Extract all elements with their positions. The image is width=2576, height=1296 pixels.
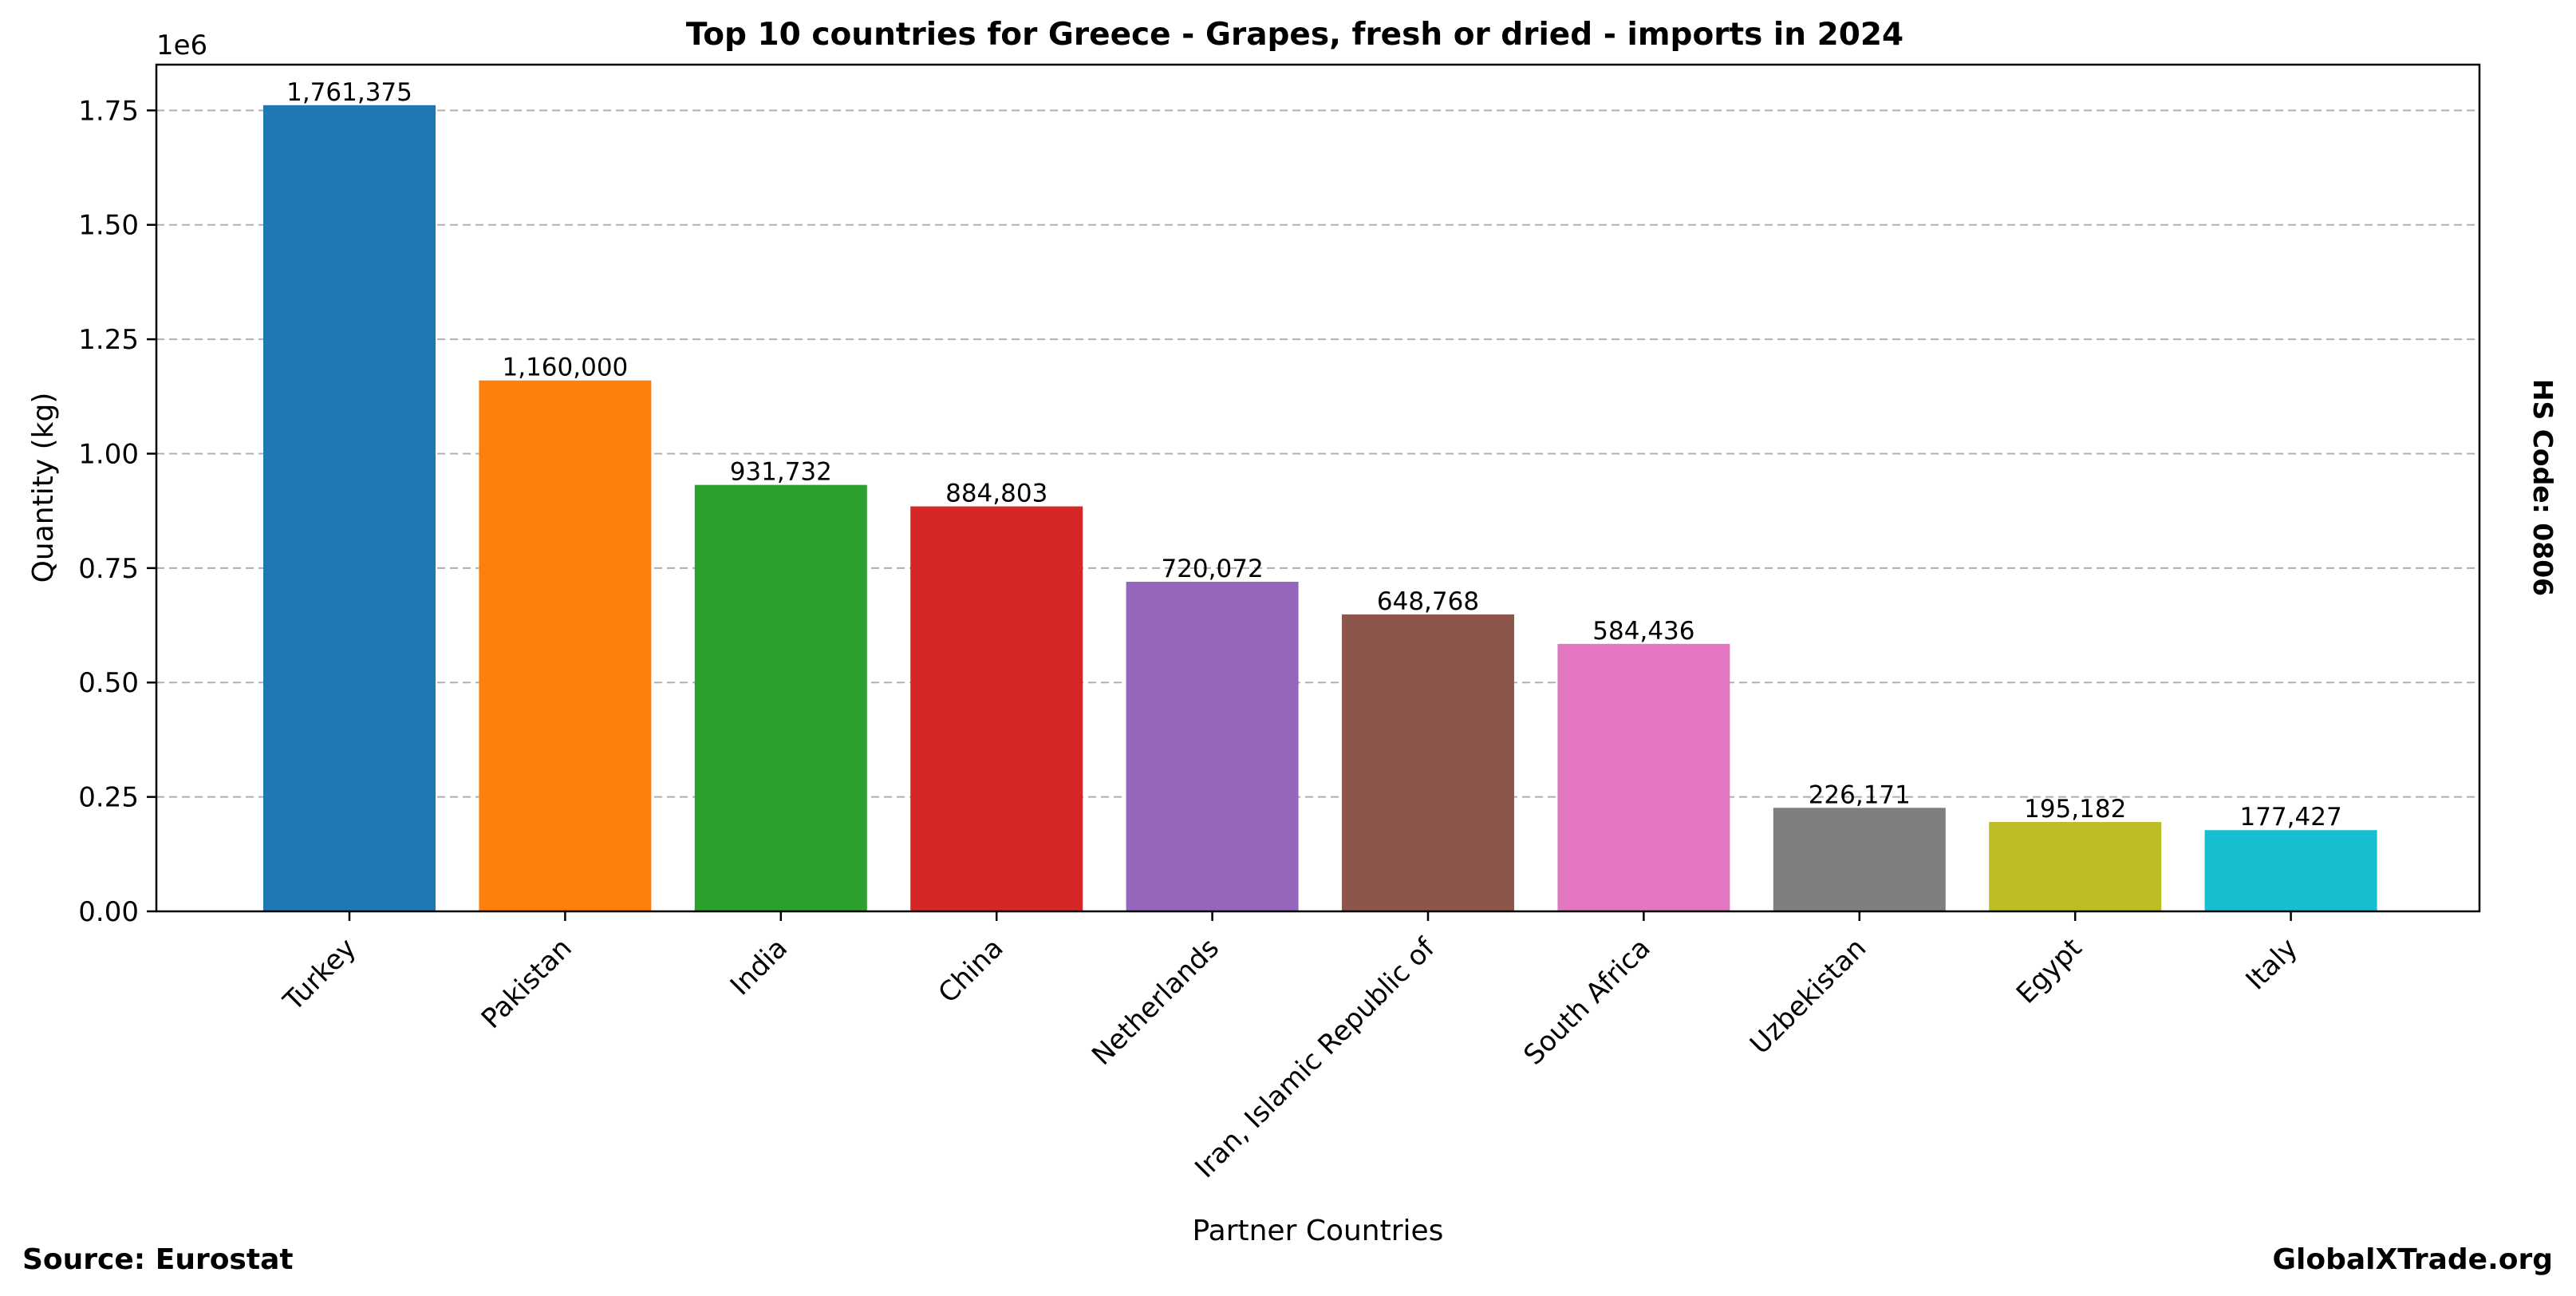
y-tick-label: 1.25	[78, 324, 139, 356]
y-tick-label: 0.50	[78, 667, 139, 699]
y-multiplier-label: 1e6	[156, 30, 207, 61]
bar-8	[1989, 822, 2162, 911]
y-tick-label: 0.75	[78, 553, 139, 585]
bar-6	[1557, 643, 1730, 911]
bar-2	[694, 484, 867, 911]
y-axis: 0.00 0.25 0.50 0.75 1.00 1.25 1.50 1.75	[78, 95, 156, 928]
bars	[263, 105, 2377, 911]
x-axis-label: Partner Countries	[1193, 1215, 1444, 1247]
bar-5	[1342, 614, 1514, 911]
data-label-0: 1,761,375	[286, 78, 412, 107]
bar-4	[1126, 582, 1299, 911]
data-label-8: 195,182	[2024, 795, 2126, 824]
bar-0	[263, 105, 436, 911]
hs-code-label: HS Code: 0806	[2527, 379, 2558, 596]
y-tick-label: 1.50	[78, 210, 139, 242]
data-label-2: 931,732	[730, 458, 832, 487]
bar-3	[910, 506, 1083, 911]
bar-7	[1773, 808, 1946, 911]
data-label-9: 177,427	[2239, 803, 2341, 832]
data-label-6: 584,436	[1592, 617, 1694, 646]
plot-frame	[155, 63, 2481, 913]
data-labels: 1,761,375 1,160,000 931,732 884,803 720,072 6…	[286, 78, 2342, 832]
y-tick-label: 1.75	[78, 95, 139, 127]
brand-label: GlobalXTrade.org	[2272, 1243, 2553, 1276]
bar-9	[2204, 830, 2377, 911]
y-tick-label: 0.25	[78, 782, 139, 814]
y-tick-label: 1.00	[78, 438, 139, 470]
data-label-3: 884,803	[945, 480, 1047, 508]
y-axis-label: Quantity (kg)	[27, 393, 60, 583]
chart-title: Top 10 countries for Greece - Grapes, fr…	[686, 17, 1903, 53]
data-label-7: 226,171	[1809, 780, 1911, 809]
data-label-4: 720,072	[1161, 555, 1263, 583]
bar-1	[479, 380, 652, 911]
source-label: Source: Eurostat	[22, 1243, 294, 1276]
data-label-1: 1,160,000	[503, 354, 629, 382]
y-tick-label: 0.00	[78, 896, 139, 928]
data-label-5: 648,768	[1377, 587, 1479, 616]
